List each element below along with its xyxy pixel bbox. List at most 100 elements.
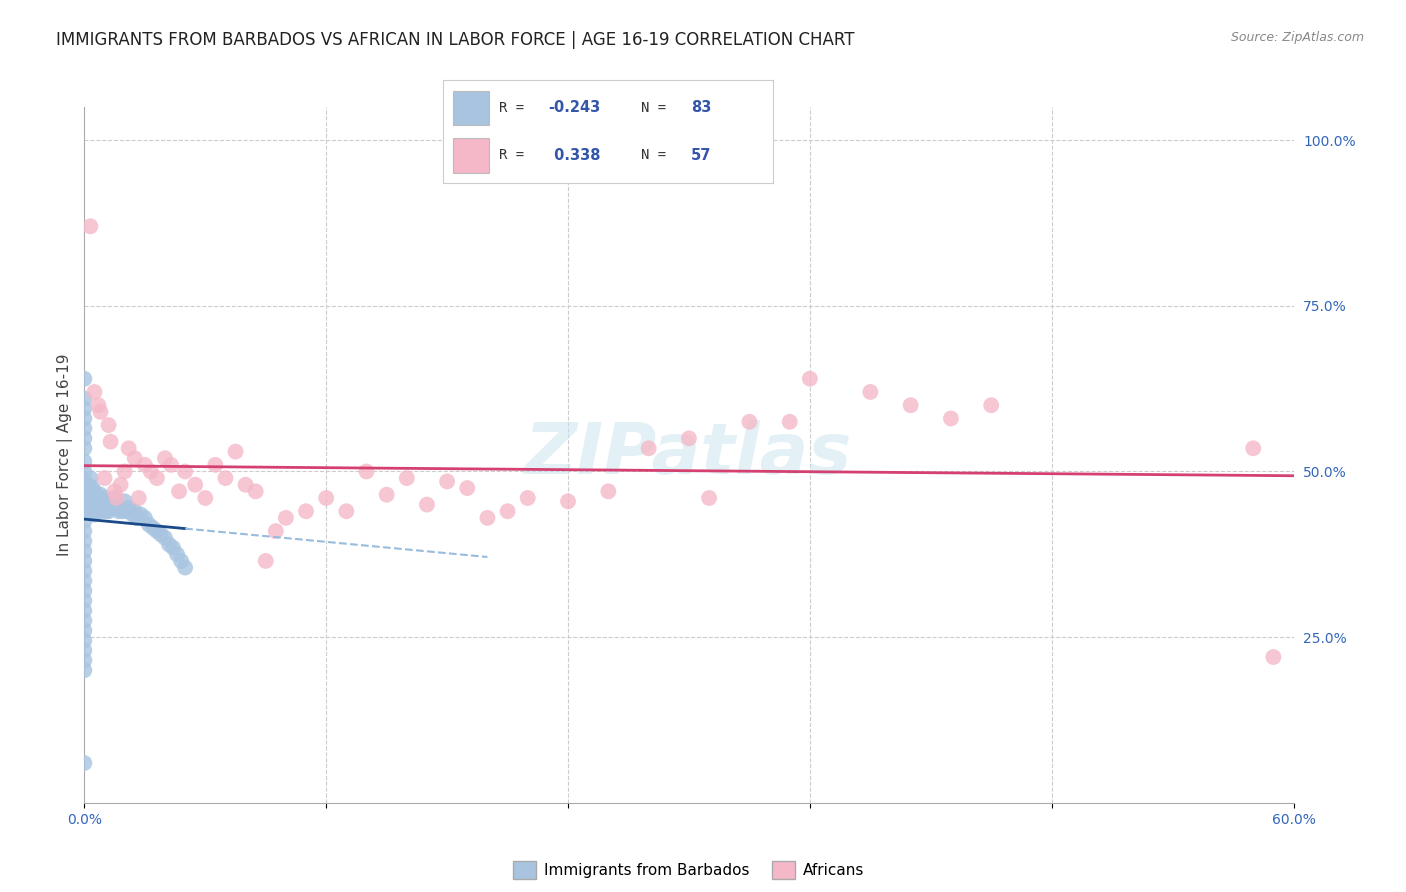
Point — [73, 465, 96, 479]
Point — [678, 431, 700, 445]
Point — [162, 541, 184, 555]
Point — [799, 372, 821, 386]
Point — [416, 498, 439, 512]
Point — [73, 392, 96, 406]
Point — [160, 458, 183, 472]
Point — [96, 504, 118, 518]
Point — [142, 521, 165, 535]
Point — [859, 384, 882, 399]
Point — [73, 633, 96, 648]
Point — [115, 504, 138, 518]
Point — [235, 477, 257, 491]
Point — [204, 458, 226, 472]
Y-axis label: In Labor Force | Age 16-19: In Labor Force | Age 16-19 — [58, 353, 73, 557]
Point — [174, 560, 197, 574]
Point — [89, 500, 111, 515]
Point — [146, 471, 169, 485]
Point — [91, 494, 114, 508]
Point — [73, 653, 96, 667]
Point — [104, 484, 127, 499]
Point — [73, 643, 96, 657]
Point — [73, 544, 96, 558]
Point — [637, 442, 659, 456]
Point — [86, 500, 108, 515]
Point — [100, 498, 122, 512]
Point — [87, 398, 110, 412]
Point — [73, 534, 96, 549]
Point — [395, 471, 418, 485]
Point — [73, 524, 96, 538]
Point — [335, 504, 357, 518]
Point — [77, 491, 100, 505]
Point — [100, 434, 122, 449]
Point — [73, 442, 96, 456]
Point — [79, 471, 101, 485]
Point — [93, 471, 115, 485]
Point — [73, 411, 96, 425]
Point — [73, 421, 96, 435]
Point — [516, 491, 538, 505]
Point — [73, 431, 96, 445]
Point — [73, 663, 96, 677]
Point — [73, 475, 96, 489]
Point — [167, 484, 190, 499]
Point — [214, 471, 236, 485]
Point — [1263, 650, 1285, 665]
Text: R =: R = — [499, 148, 533, 162]
Text: ZIPatlas: ZIPatlas — [526, 420, 852, 490]
FancyBboxPatch shape — [453, 91, 489, 126]
Point — [697, 491, 720, 505]
Point — [83, 484, 105, 499]
Point — [245, 484, 267, 499]
Point — [295, 504, 318, 518]
Point — [121, 508, 143, 522]
Point — [82, 504, 104, 518]
Text: N =: N = — [641, 148, 675, 162]
Point — [779, 415, 801, 429]
Point — [114, 494, 136, 508]
Point — [139, 465, 162, 479]
Legend: Immigrants from Barbados, Africans: Immigrants from Barbados, Africans — [508, 855, 870, 886]
Point — [73, 454, 96, 468]
Text: IMMIGRANTS FROM BARBADOS VS AFRICAN IN LABOR FORCE | AGE 16-19 CORRELATION CHART: IMMIGRANTS FROM BARBADOS VS AFRICAN IN L… — [56, 31, 855, 49]
Point — [73, 554, 96, 568]
Text: -0.243: -0.243 — [548, 101, 600, 115]
Point — [153, 531, 176, 545]
Point — [274, 511, 297, 525]
Point — [73, 583, 96, 598]
Point — [149, 527, 172, 541]
Point — [73, 574, 96, 588]
Point — [184, 477, 207, 491]
Point — [79, 488, 101, 502]
Text: 83: 83 — [690, 101, 711, 115]
Point — [73, 624, 96, 638]
Point — [89, 488, 111, 502]
Point — [194, 491, 217, 505]
Point — [73, 593, 96, 607]
Point — [73, 756, 96, 770]
FancyBboxPatch shape — [453, 137, 489, 173]
Point — [107, 504, 129, 518]
Point — [114, 465, 136, 479]
Point — [496, 504, 519, 518]
Point — [166, 547, 188, 561]
Point — [86, 488, 108, 502]
Point — [110, 500, 132, 515]
Point — [738, 415, 761, 429]
Point — [138, 517, 160, 532]
Point — [225, 444, 247, 458]
Point — [264, 524, 287, 538]
Point — [73, 614, 96, 628]
Point — [97, 504, 120, 518]
Point — [124, 451, 146, 466]
Point — [87, 504, 110, 518]
Point — [82, 494, 104, 508]
Point — [73, 514, 96, 528]
Point — [315, 491, 337, 505]
Point — [77, 477, 100, 491]
Point — [456, 481, 478, 495]
Point — [73, 504, 96, 518]
Point — [73, 564, 96, 578]
Text: 0.338: 0.338 — [548, 148, 600, 162]
Point — [93, 491, 115, 505]
